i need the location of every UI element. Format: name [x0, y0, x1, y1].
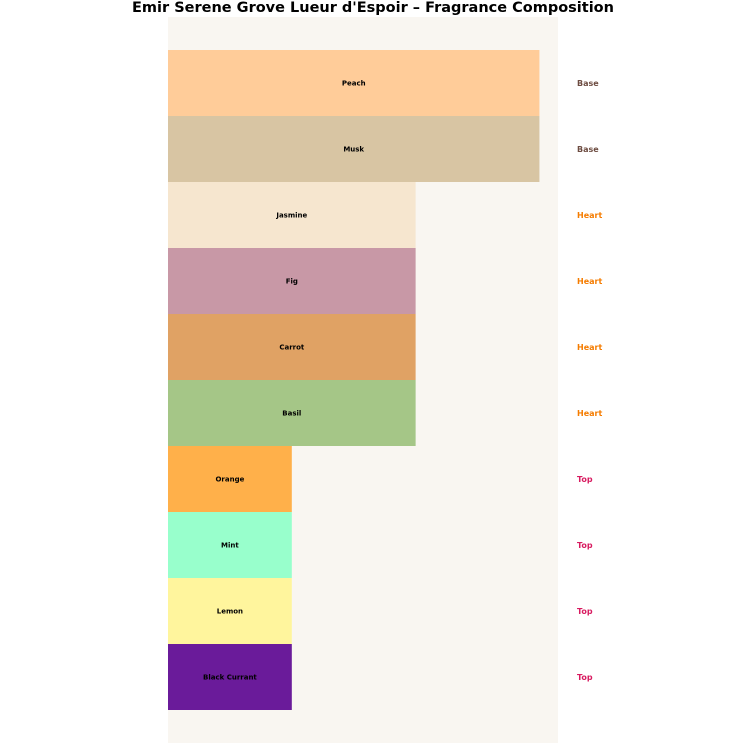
bar-peach [168, 50, 540, 116]
layer-label: Top [577, 541, 593, 550]
layer-label: Base [577, 79, 599, 88]
bar-mint [168, 512, 292, 578]
bar-fig [168, 248, 416, 314]
layer-label: Heart [577, 343, 602, 352]
bar-label: Lemon [217, 608, 243, 616]
bar-label: Musk [343, 146, 364, 154]
bar-label: Jasmine [275, 212, 307, 220]
layer-label: Top [577, 607, 593, 616]
layer-label: Top [577, 475, 593, 484]
bar-basil [168, 380, 416, 446]
layer-label: Heart [577, 409, 602, 418]
bar-label: Orange [215, 476, 244, 484]
bar-label: Mint [221, 542, 239, 550]
bar-jasmine [168, 182, 416, 248]
bar-orange [168, 446, 292, 512]
layer-label: Base [577, 145, 599, 154]
layer-label: Heart [577, 211, 602, 220]
bar-label: Basil [282, 410, 301, 418]
bar-black-currant [168, 644, 292, 710]
bar-label: Fig [286, 278, 298, 286]
layer-label: Heart [577, 277, 602, 286]
bar-label: Carrot [279, 344, 305, 352]
bar-carrot [168, 314, 416, 380]
bar-label: Black Currant [203, 674, 257, 682]
bar-lemon [168, 578, 292, 644]
bar-musk [168, 116, 540, 182]
bar-label: Peach [342, 80, 366, 88]
layer-label: Top [577, 673, 593, 682]
chart-title: Emir Serene Grove Lueur d'Espoir – Fragr… [132, 0, 614, 16]
